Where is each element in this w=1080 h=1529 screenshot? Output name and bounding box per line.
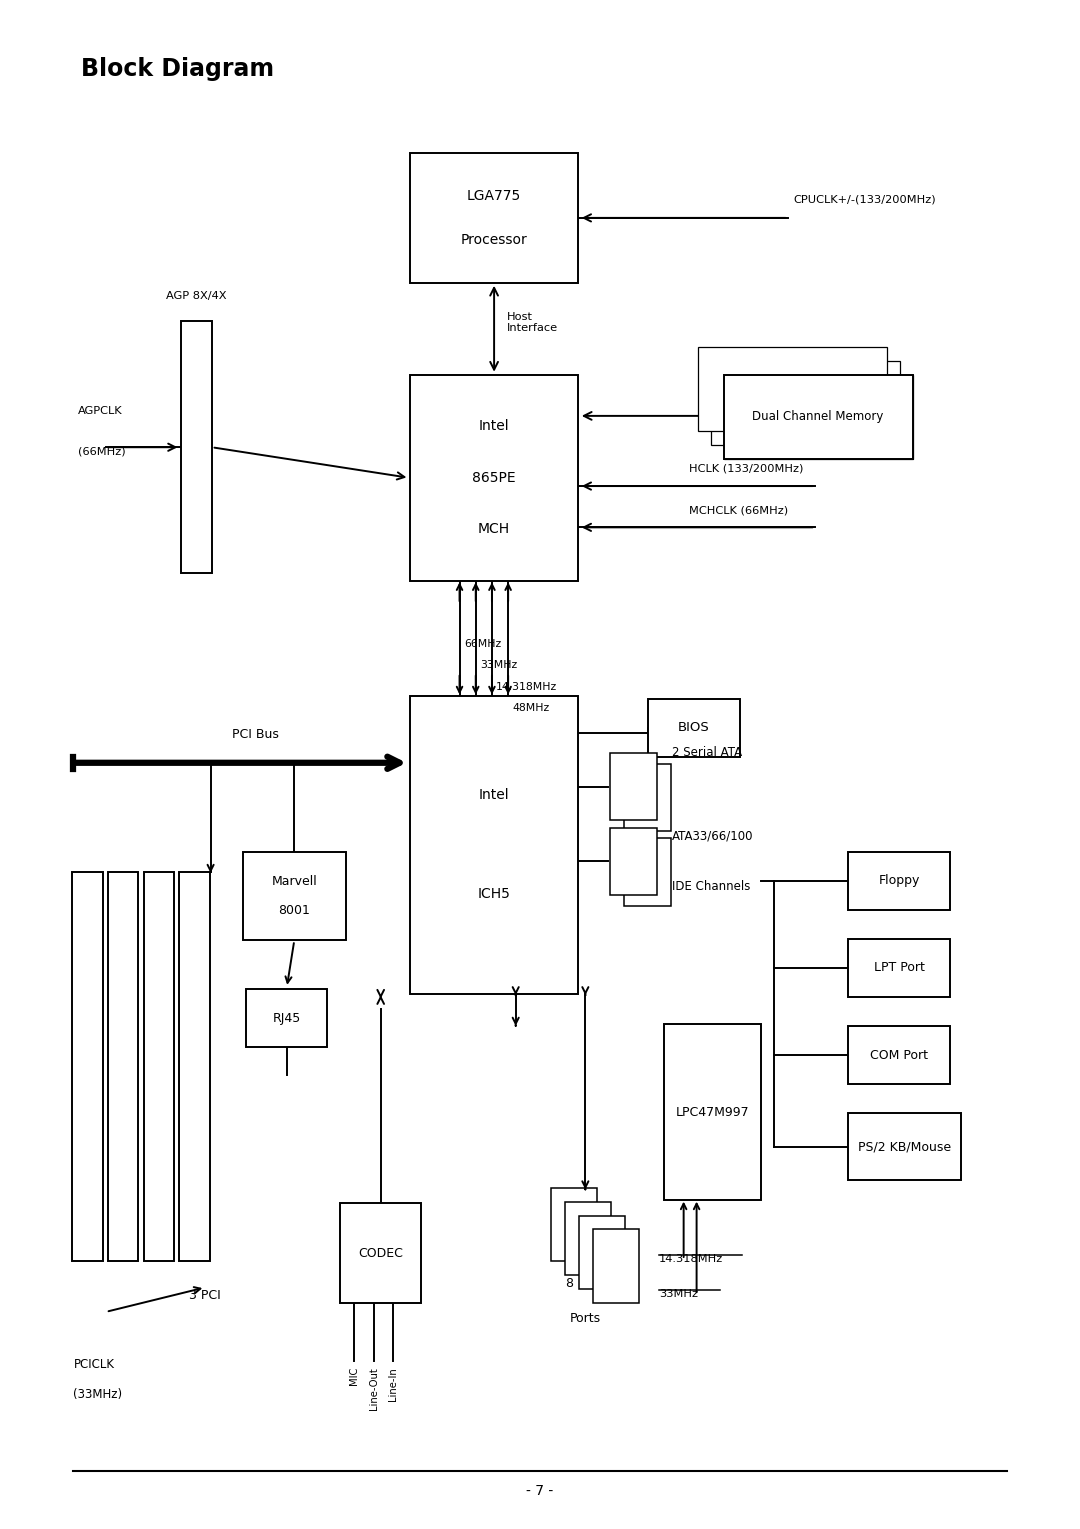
Text: BIOS: BIOS: [678, 722, 710, 734]
Bar: [179, 872, 210, 1261]
Bar: [340, 1203, 421, 1303]
Bar: [724, 375, 913, 459]
Bar: [711, 361, 900, 445]
Bar: [72, 872, 103, 1261]
Text: DDR 400/333/266MHz DIMM: DDR 400/333/266MHz DIMM: [697, 349, 859, 359]
Text: LGA775: LGA775: [467, 190, 522, 203]
Bar: [848, 852, 950, 910]
Text: ICH5: ICH5: [477, 887, 511, 902]
Text: Intel: Intel: [478, 419, 510, 433]
Bar: [593, 1229, 639, 1303]
Text: 8 USB: 8 USB: [567, 1277, 604, 1290]
Bar: [648, 699, 740, 757]
Bar: [848, 939, 950, 997]
Bar: [610, 827, 657, 894]
Bar: [724, 375, 913, 459]
Text: Host
Interface: Host Interface: [508, 312, 558, 333]
Bar: [246, 989, 327, 1047]
Bar: [243, 852, 346, 940]
Text: Line-Out: Line-Out: [368, 1367, 379, 1410]
Text: MCHCLK (66MHz): MCHCLK (66MHz): [689, 505, 788, 515]
Text: PCI Bus: PCI Bus: [232, 728, 279, 742]
Bar: [181, 321, 212, 573]
Text: CODEC: CODEC: [359, 1246, 403, 1260]
Bar: [664, 1024, 761, 1200]
Text: 3 PCI: 3 PCI: [189, 1289, 221, 1303]
Text: Intel: Intel: [478, 787, 510, 803]
Text: 48MHz: 48MHz: [512, 703, 550, 714]
Bar: [579, 1216, 625, 1289]
Text: 33MHz: 33MHz: [480, 661, 517, 671]
Text: 2 Serial ATA: 2 Serial ATA: [672, 746, 742, 758]
Bar: [624, 838, 671, 905]
Text: 14.318MHz: 14.318MHz: [497, 682, 557, 693]
Text: COM Port: COM Port: [870, 1049, 928, 1061]
Bar: [551, 1188, 597, 1261]
Text: Line-In: Line-In: [388, 1367, 399, 1401]
Text: Marvell: Marvell: [271, 875, 318, 888]
Bar: [108, 872, 138, 1261]
Bar: [610, 752, 657, 820]
Text: Processor: Processor: [461, 232, 527, 246]
Text: (33MHz): (33MHz): [73, 1388, 122, 1402]
Bar: [848, 1113, 961, 1180]
Text: 14.318MHz: 14.318MHz: [659, 1254, 723, 1264]
Text: RJ45: RJ45: [272, 1012, 301, 1024]
Bar: [144, 872, 174, 1261]
Text: Ports: Ports: [570, 1312, 600, 1326]
Text: (66MHz): (66MHz): [78, 446, 125, 457]
Text: PCICLK: PCICLK: [73, 1358, 114, 1372]
Text: IDE Channels: IDE Channels: [672, 879, 751, 893]
Text: AGPCLK: AGPCLK: [78, 405, 122, 416]
Bar: [410, 696, 578, 994]
Text: LPC47M997: LPC47M997: [676, 1105, 750, 1119]
Text: AGP 8X/4X: AGP 8X/4X: [166, 291, 227, 301]
Text: HCLK (133/200MHz): HCLK (133/200MHz): [689, 463, 804, 474]
Text: PS/2 KB/Mouse: PS/2 KB/Mouse: [858, 1141, 951, 1153]
Text: LPT Port: LPT Port: [874, 962, 924, 974]
Text: - 7 -: - 7 -: [526, 1483, 554, 1498]
Text: Block Diagram: Block Diagram: [81, 57, 274, 81]
Text: Dual Channel Memory: Dual Channel Memory: [753, 410, 883, 424]
Bar: [848, 1026, 950, 1084]
Bar: [624, 763, 671, 830]
Text: 865PE: 865PE: [472, 471, 516, 485]
Text: ATA33/66/100: ATA33/66/100: [672, 830, 753, 842]
Bar: [410, 375, 578, 581]
Bar: [565, 1202, 611, 1275]
Text: Floppy: Floppy: [878, 875, 920, 887]
Text: CPUCLK+/-(133/200MHz): CPUCLK+/-(133/200MHz): [794, 194, 936, 205]
Text: 8001: 8001: [279, 904, 310, 917]
Text: MCH: MCH: [478, 523, 510, 537]
Text: 66MHz: 66MHz: [464, 639, 501, 650]
Bar: [410, 153, 578, 283]
Bar: [698, 347, 887, 431]
Text: 33MHz: 33MHz: [659, 1289, 698, 1300]
Text: MIC: MIC: [349, 1367, 360, 1385]
